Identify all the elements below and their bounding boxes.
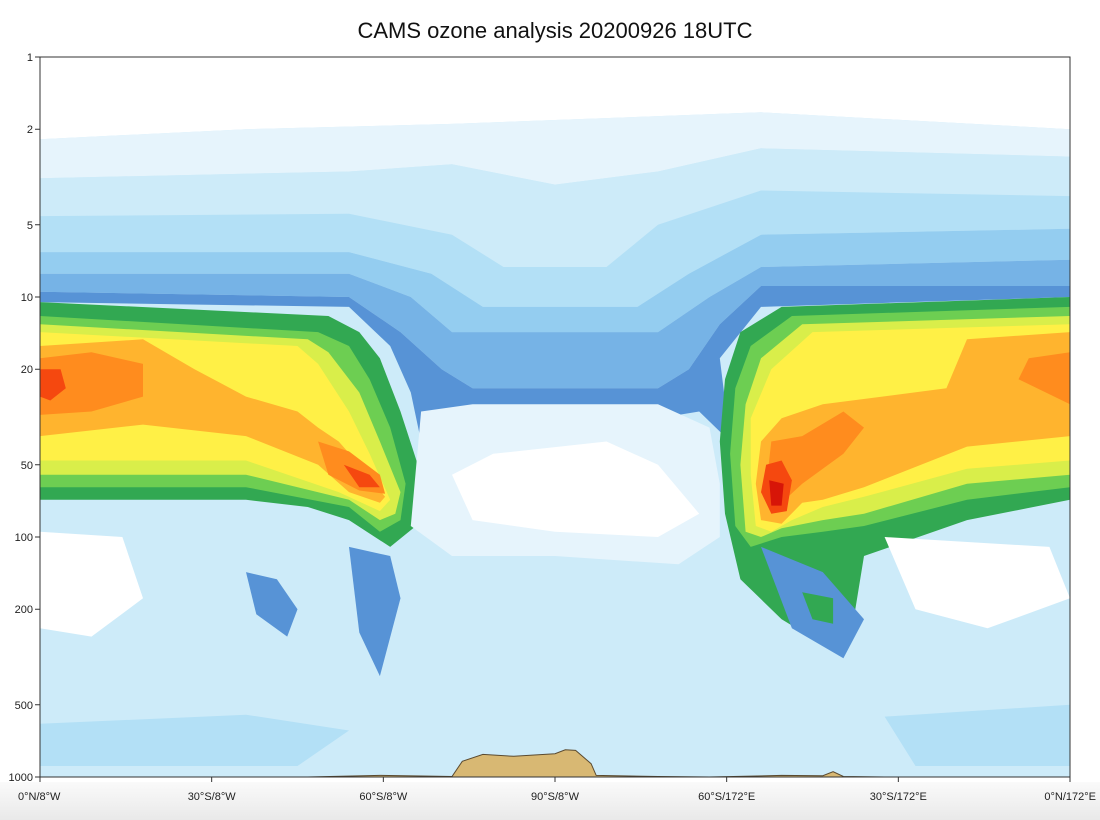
right-max-darkred	[769, 480, 784, 506]
x-tick-label: 60°S/172°E	[698, 791, 755, 803]
y-tick-label: 2	[27, 124, 33, 136]
x-tick-label: 60°S/8°W	[359, 791, 408, 803]
band-upper-1	[40, 112, 1070, 185]
footer-band	[0, 782, 1100, 820]
x-tick-label: 90°S/8°W	[531, 791, 580, 803]
left-tongue-2	[349, 546, 401, 677]
y-tick-label: 50	[21, 460, 33, 472]
x-tick-label: 0°N/8°W	[18, 791, 61, 803]
band-upper-5	[40, 259, 1070, 389]
y-tick-label: 20	[21, 364, 33, 376]
y-tick-label: 10	[21, 292, 33, 304]
band-upper-3	[40, 190, 1070, 307]
y-tick-label: 5	[27, 220, 33, 232]
left-max-red-2	[343, 464, 380, 488]
right-max-darkorange-2	[1018, 352, 1070, 405]
left-max-red	[40, 369, 66, 401]
x-tick-label: 30°S/172°E	[870, 791, 927, 803]
left-tongue-1	[246, 572, 298, 637]
band-top-white	[40, 57, 1070, 140]
y-tick-label: 500	[15, 700, 33, 712]
trop-white-right	[884, 537, 1070, 629]
chart-title: CAMS ozone analysis 20200926 18UTC	[357, 18, 753, 43]
y-tick-label: 1000	[9, 772, 33, 784]
trop-low-right	[884, 704, 1070, 766]
x-tick-label: 0°N/172°E	[1044, 791, 1096, 803]
y-tick-label: 200	[15, 604, 33, 616]
polar-cap-white	[452, 441, 700, 537]
y-tick-label: 1	[27, 52, 33, 64]
x-axis: 0°N/8°W 30°S/8°W 60°S/8°W 90°S/8°W 60°S/172°…	[18, 777, 1096, 803]
y-tick-label: 100	[15, 532, 33, 544]
x-tick-label: 30°S/8°W	[188, 791, 237, 803]
right-tongue-green	[802, 592, 834, 624]
topography	[40, 749, 1070, 777]
band-upper-2	[40, 148, 1070, 267]
trop-white-left	[40, 531, 143, 637]
y-axis: 1 2 5 10 20 50 100 200 500 1000	[9, 52, 40, 784]
band-upper-4	[40, 228, 1070, 333]
right-max-orange	[755, 332, 1070, 524]
left-max-darkorange-1	[40, 352, 143, 415]
plot-area	[40, 57, 1070, 777]
trop-low-left	[40, 714, 349, 766]
